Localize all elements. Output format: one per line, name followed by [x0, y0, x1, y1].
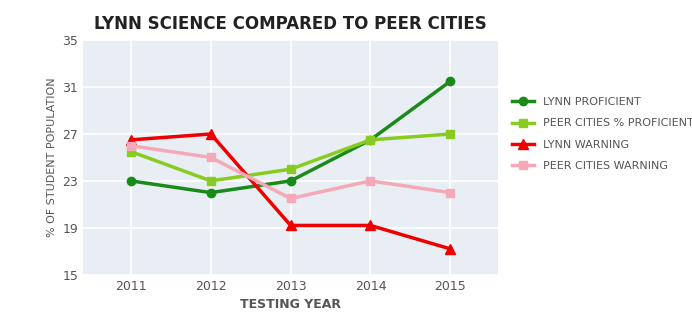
Title: LYNN SCIENCE COMPARED TO PEER CITIES: LYNN SCIENCE COMPARED TO PEER CITIES: [94, 15, 487, 33]
Y-axis label: % OF STUDENT POPULATION: % OF STUDENT POPULATION: [47, 78, 57, 237]
Legend: LYNN PROFICIENT, PEER CITIES % PROFICIENT, LYNN WARNING, PEER CITIES WARNING: LYNN PROFICIENT, PEER CITIES % PROFICIEN…: [512, 97, 692, 171]
X-axis label: TESTING YEAR: TESTING YEAR: [240, 298, 341, 311]
